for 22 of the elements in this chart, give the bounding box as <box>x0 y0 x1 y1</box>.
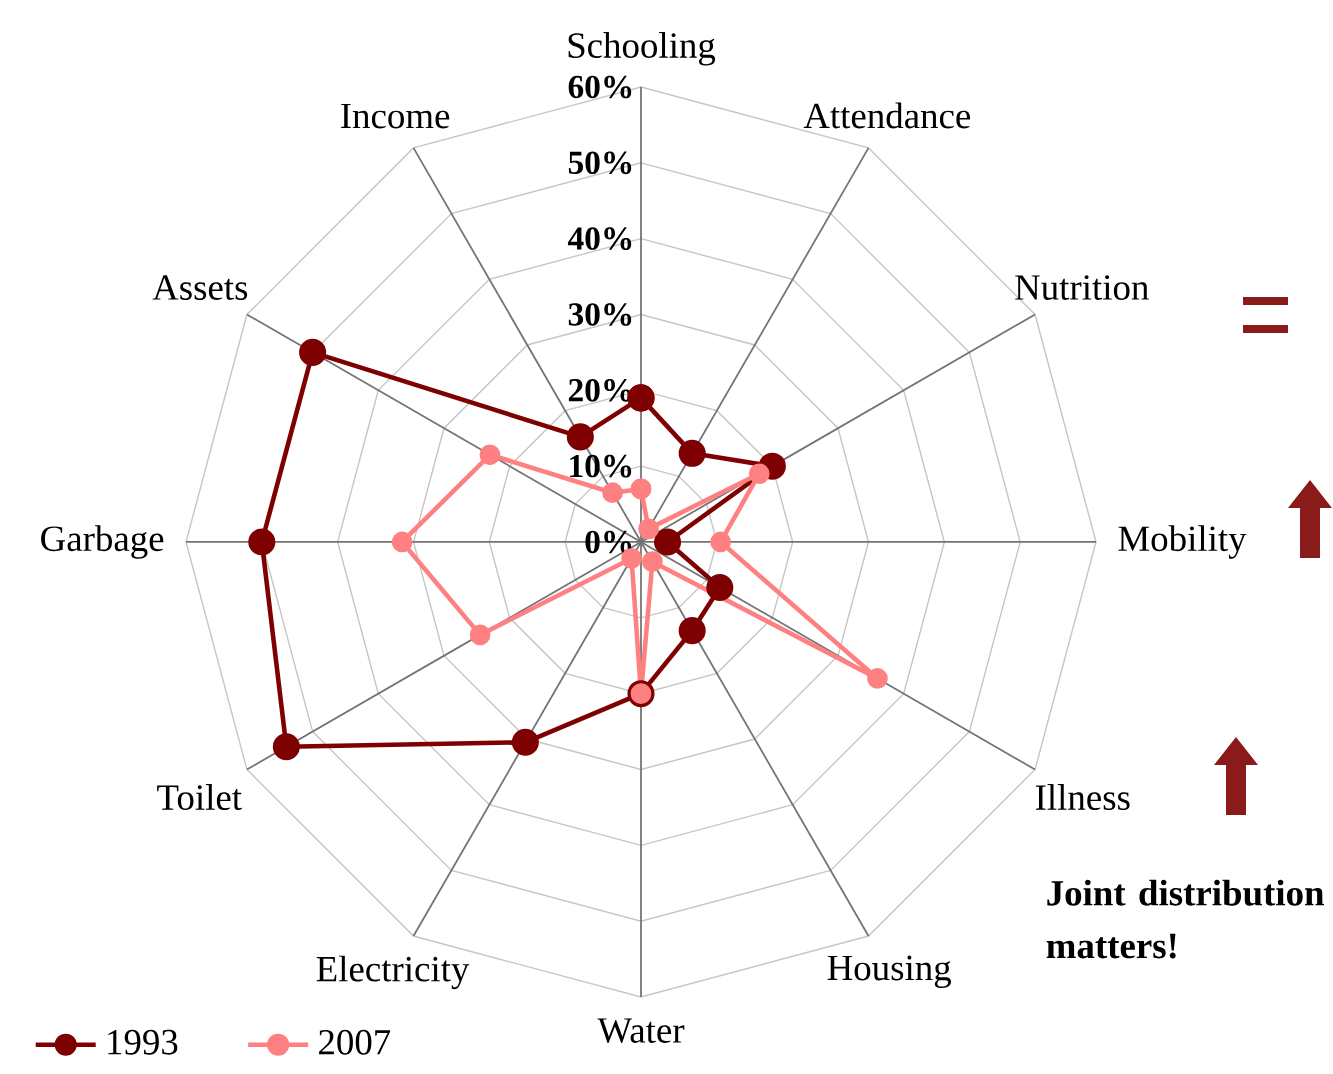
spoke-label: Nutrition <box>1015 275 1149 300</box>
spoke-label: Garbage <box>41 525 164 559</box>
y-tick-label: 60% <box>568 75 632 99</box>
spoke-label: Water <box>597 1018 685 1044</box>
legend-label: 1993 <box>108 1029 178 1055</box>
text: Joint distribution matters! <box>1046 879 1325 959</box>
spoke-label: Electricity <box>316 955 470 990</box>
y-tick-label: 50% <box>568 151 632 175</box>
spoke-label: Housing <box>827 955 951 988</box>
y-tick-label: 20% <box>568 378 632 402</box>
y-tick-label: 40% <box>567 227 632 250</box>
y-tick-label: 10% <box>570 454 632 478</box>
spoke-label: Income <box>341 103 450 129</box>
spoke-label: Attendance <box>803 102 971 129</box>
spoke-label: Illness <box>1035 784 1130 811</box>
legend-label: 2007 <box>319 1029 391 1055</box>
y-tick-label: 0% <box>585 530 632 554</box>
y-tick-label: 30% <box>568 303 632 326</box>
spoke-label: Toilet <box>157 784 242 811</box>
spoke-label: Schooling <box>568 32 716 66</box>
spoke-label: Mobility <box>1118 525 1247 559</box>
spoke-label: Assets <box>152 275 248 300</box>
